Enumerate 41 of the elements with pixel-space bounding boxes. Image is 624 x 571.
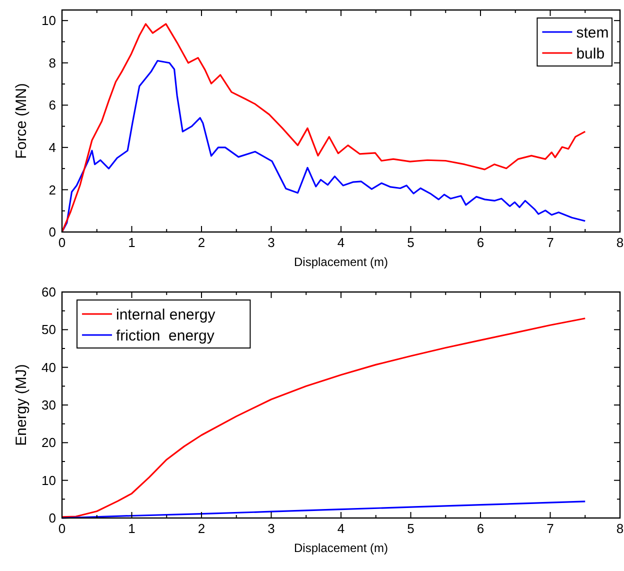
legend-label: stem [576,24,609,42]
x-tick-label: 0 [58,521,66,536]
x-tick-label: 3 [268,521,275,536]
x-tick-label: 7 [546,521,554,536]
y-tick-label: 10 [42,472,56,488]
y-tick-label: 20 [42,435,56,450]
x-tick-label: 4 [337,235,345,250]
x-tick-label: 5 [407,235,414,250]
line-series [61,500,586,519]
x-tick-label: 2 [198,235,206,250]
legend-label: bulb [576,45,605,62]
x-tick-label: 1 [128,521,136,536]
x-tick-label: 2 [198,521,206,536]
y-tick-label: 8 [48,55,56,70]
x-tick-label: 5 [407,521,414,536]
y-tick-label: 0 [48,224,56,240]
y-tick-label: 50 [42,322,56,338]
x-axis-title: Displacement (m) [294,541,388,555]
x-tick-label: 1 [128,235,136,250]
y-tick-label: 4 [48,140,56,155]
x-tick-label: 0 [58,235,66,250]
y-tick-label: 10 [42,13,56,28]
y-tick-label: 60 [42,284,56,300]
x-tick-label: 7 [546,235,554,250]
y-tick-label: 6 [48,98,56,113]
x-axis-title: Displacement (m) [294,255,388,269]
y-tick-label: 40 [42,360,56,375]
legend-label: internal energy [116,306,216,324]
y-axis-title: Energy (MJ) [13,364,30,446]
x-tick-label: 6 [476,235,484,250]
legend-label: friction energy [116,327,215,344]
y-tick-label: 0 [48,510,56,526]
y-tick-label: 30 [42,398,56,413]
x-tick-label: 6 [476,521,484,536]
y-tick-label: 2 [48,182,56,198]
line-series [61,60,586,233]
x-tick-label: 3 [268,235,275,250]
x-tick-label: 8 [616,521,624,536]
x-tick-label: 8 [616,235,624,250]
x-tick-label: 4 [337,521,345,536]
y-axis-title: Force (MN) [13,83,30,159]
